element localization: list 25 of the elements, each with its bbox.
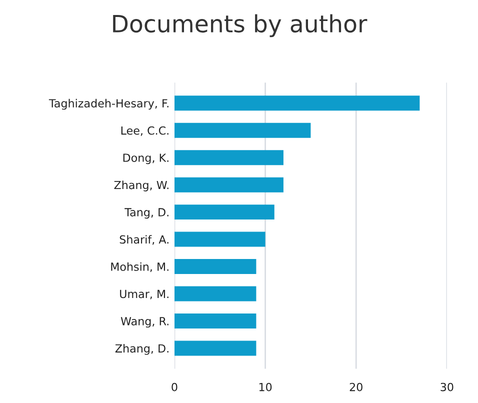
bar [174, 204, 274, 220]
y-tick-label: Tang, D. [124, 208, 168, 219]
y-tick-label: Dong, K. [123, 154, 168, 164]
y-tick-label: Sharif, A. [120, 235, 168, 245]
bar [174, 340, 256, 356]
bar [174, 314, 256, 328]
chart-title: Documents by author [113, 14, 368, 38]
x-tick-label: 20 [350, 382, 362, 392]
bar [174, 150, 284, 166]
y-tick-label: Wang, R. [120, 317, 168, 328]
x-tick-label: 10 [259, 382, 272, 392]
y-tick-label: Umar, M. [120, 290, 168, 300]
y-tick-label: Mohsin, M. [111, 262, 168, 272]
bar [174, 286, 256, 302]
bar [174, 259, 256, 274]
bar [174, 96, 420, 111]
y-tick-label: Lee, C.C. [121, 126, 168, 136]
y-tick-label: Zhang, W. [114, 180, 168, 192]
y-tick-label: Taghizadeh-Hesary, F. [48, 98, 168, 110]
x-tick-label: 30 [440, 382, 454, 392]
bar [174, 232, 266, 247]
bar [174, 122, 311, 138]
x-tick-label: 0 [172, 382, 178, 392]
y-tick-label: Zhang, D. [115, 344, 168, 355]
bar [174, 177, 284, 192]
